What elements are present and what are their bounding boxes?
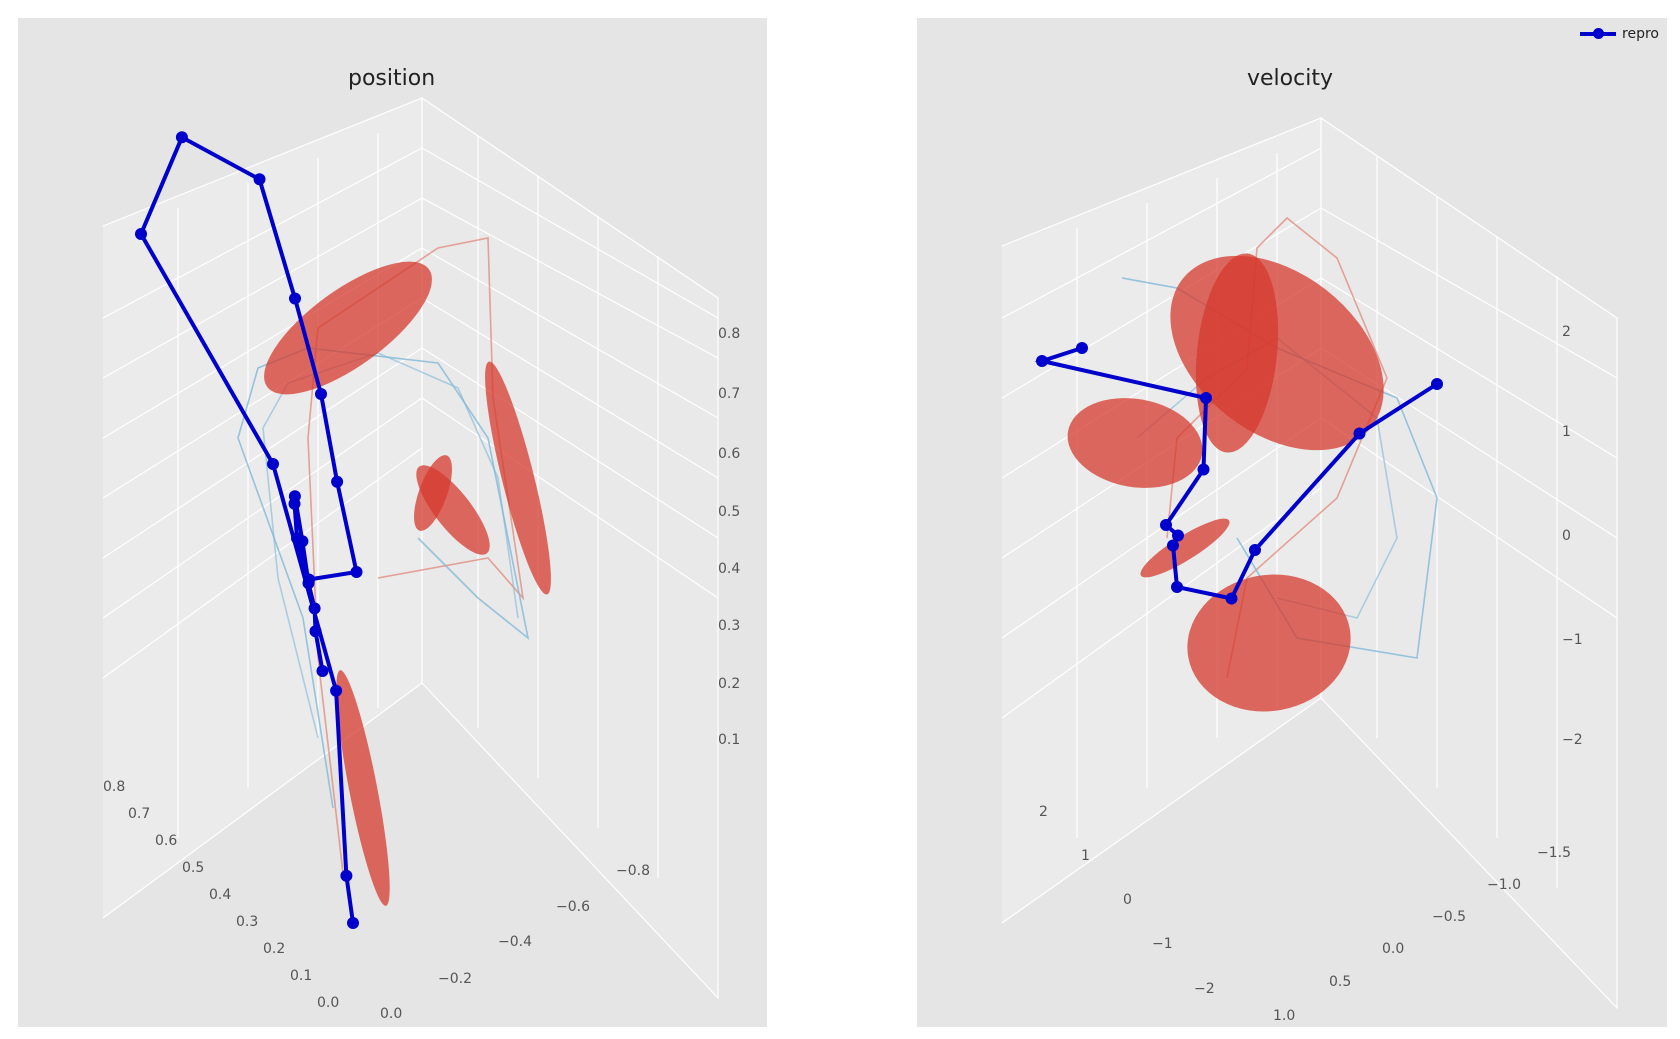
tick-label: 1 bbox=[1081, 848, 1090, 864]
tick-label: −0.5 bbox=[1432, 909, 1466, 925]
x-axis-ticks: 0.8 0.7 0.6 0.5 0.4 0.3 0.2 0.1 0.0 bbox=[103, 779, 339, 1011]
repro-point bbox=[1076, 342, 1088, 354]
tick-label: 0.5 bbox=[182, 860, 204, 876]
tick-label: 0.1 bbox=[290, 968, 312, 984]
ellipsoid-2 bbox=[1195, 253, 1279, 453]
ellipsoid-3 bbox=[1067, 398, 1203, 488]
velocity-chart-panel: velocity repro 2 1 0 −1 −2 bbox=[917, 18, 1667, 1027]
back-pane-right bbox=[1320, 117, 1618, 1010]
repro-point bbox=[316, 665, 329, 677]
repro-point bbox=[1171, 581, 1183, 593]
x-axis-ticks: 2 1 0 −1 −2 bbox=[1039, 804, 1215, 997]
demo-trace-red bbox=[307, 237, 525, 874]
ellipsoid-4 bbox=[1140, 518, 1230, 578]
repro-point bbox=[1160, 519, 1172, 531]
position-3d-plot: 0.8 0.7 0.6 0.5 0.4 0.3 0.2 0.1 0.8 0.7 … bbox=[102, 97, 740, 1022]
tick-label: 0.8 bbox=[103, 779, 125, 795]
legend-marker bbox=[1580, 28, 1617, 39]
repro-point bbox=[1353, 427, 1366, 440]
tick-label: 0.4 bbox=[718, 561, 740, 577]
tick-label: 0.6 bbox=[155, 833, 177, 849]
ellipsoid-5 bbox=[1187, 574, 1351, 712]
tick-label: 0 bbox=[1562, 528, 1571, 544]
tick-label: 0.4 bbox=[209, 887, 231, 903]
repro-point bbox=[302, 577, 315, 590]
ellipsoid-4 bbox=[414, 455, 452, 531]
repro-point bbox=[315, 388, 327, 400]
z-axis-ticks: 2 1 0 −1 −2 bbox=[1562, 324, 1583, 748]
repro-point bbox=[331, 475, 344, 488]
tick-label: 1 bbox=[1562, 424, 1571, 440]
repro-point bbox=[347, 917, 359, 929]
tick-label: 0.8 bbox=[718, 326, 740, 342]
tick-label: −1 bbox=[1562, 632, 1583, 648]
tick-label: 0 bbox=[1123, 892, 1132, 908]
repro-point bbox=[330, 684, 343, 697]
tick-label: −2 bbox=[1562, 732, 1583, 748]
repro-point bbox=[1249, 544, 1261, 556]
z-axis-ticks: 0.8 0.7 0.6 0.5 0.4 0.3 0.2 0.1 bbox=[718, 326, 740, 748]
tick-label: 0.5 bbox=[718, 504, 740, 520]
tick-label: 0.0 bbox=[1382, 941, 1404, 957]
tick-label: 0.2 bbox=[718, 676, 740, 692]
repro-point bbox=[1172, 529, 1184, 542]
repro-point bbox=[308, 602, 321, 615]
tick-label: 0.1 bbox=[718, 732, 740, 748]
repro-point bbox=[1167, 539, 1179, 552]
tick-label: −0.4 bbox=[498, 934, 532, 950]
repro-point bbox=[309, 625, 322, 638]
gmm-ellipsoids bbox=[1067, 253, 1384, 712]
legend-label: repro bbox=[1622, 26, 1659, 42]
repro-point bbox=[1197, 463, 1210, 476]
tick-label: 0.3 bbox=[236, 914, 258, 930]
tick-label: 0.6 bbox=[718, 446, 740, 462]
ellipsoid-1 bbox=[264, 261, 432, 395]
repro-point bbox=[1036, 355, 1048, 367]
back-pane-left bbox=[1001, 117, 1322, 924]
repro-point bbox=[1431, 378, 1443, 390]
repro-point bbox=[175, 131, 188, 144]
tick-label: 0.7 bbox=[128, 806, 150, 822]
repro-point bbox=[289, 292, 301, 305]
tick-label: 0.5 bbox=[1329, 974, 1351, 990]
tick-label: 0.2 bbox=[263, 941, 285, 957]
tick-label: −1 bbox=[1152, 936, 1173, 952]
back-pane-right bbox=[421, 97, 719, 1000]
tick-label: 2 bbox=[1039, 804, 1048, 820]
ellipsoid-2 bbox=[485, 361, 551, 595]
repro-point bbox=[267, 458, 279, 470]
tick-label: −0.6 bbox=[556, 899, 590, 915]
position-chart-panel: position 0.8 0.7 0.6 0.5 0.4 0.3 0.2 bbox=[18, 18, 767, 1027]
y-axis-ticks: 1.0 0.5 0.0 −0.5 −1.0 −1.5 bbox=[1273, 845, 1571, 1024]
velocity-3d-plot: 2 1 0 −1 −2 2 1 0 −1 −2 1.0 0.5 0.0 −0.5… bbox=[1001, 117, 1618, 1024]
tick-label: −2 bbox=[1194, 981, 1215, 997]
repro-point bbox=[350, 566, 363, 578]
tick-label: −0.2 bbox=[438, 971, 472, 987]
repro-point bbox=[253, 173, 266, 186]
repro-point bbox=[1225, 592, 1238, 605]
tick-label: −1.5 bbox=[1537, 845, 1571, 861]
back-pane-grid bbox=[1001, 117, 1618, 1010]
gmm-ellipsoids bbox=[264, 261, 551, 906]
tick-label: 0.3 bbox=[718, 618, 740, 634]
tick-label: 0.7 bbox=[718, 386, 740, 402]
tick-label: 0.0 bbox=[317, 995, 339, 1011]
tick-label: 1.0 bbox=[1273, 1008, 1295, 1024]
tick-label: 2 bbox=[1562, 324, 1571, 340]
y-axis-ticks: 0.0 −0.2 −0.4 −0.6 −0.8 bbox=[380, 863, 650, 1022]
repro-point bbox=[296, 535, 309, 548]
repro-trajectory bbox=[1034, 342, 1443, 605]
repro-point bbox=[135, 228, 147, 240]
repro-trajectory bbox=[135, 131, 363, 929]
tick-label: −0.8 bbox=[616, 863, 650, 879]
repro-point bbox=[340, 869, 353, 882]
tick-label: 0.0 bbox=[380, 1006, 402, 1022]
legend: repro bbox=[1580, 26, 1659, 42]
chart-title: position bbox=[348, 66, 436, 91]
repro-point bbox=[1200, 392, 1212, 404]
ellipsoid-5 bbox=[336, 670, 390, 906]
repro-point bbox=[288, 490, 301, 503]
chart-title: velocity bbox=[1247, 66, 1333, 91]
tick-label: −1.0 bbox=[1487, 877, 1521, 893]
